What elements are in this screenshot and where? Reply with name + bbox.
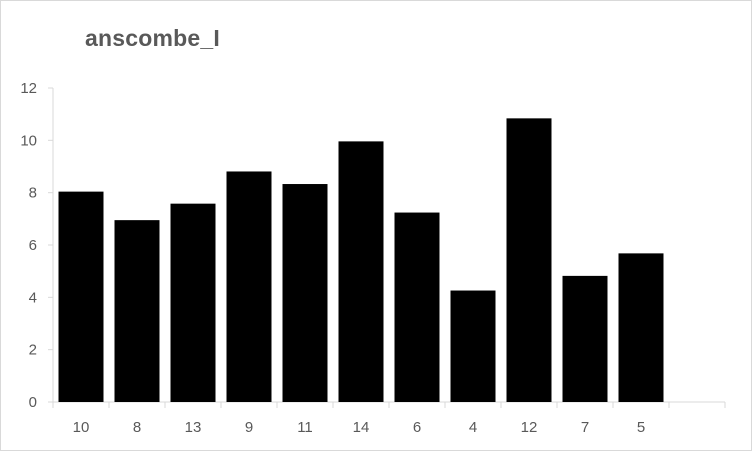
x-tick-label: 14 [353,419,370,436]
y-tick-label: 8 [29,185,37,202]
y-tick-label: 12 [20,80,37,97]
chart-title: anscombe_I [85,25,220,51]
bar-12 [506,118,552,402]
bar-13 [170,203,216,402]
y-axis: 0 2 4 6 8 10 12 [20,80,54,411]
bar-9 [226,171,272,402]
x-tick-label: 9 [245,419,253,436]
x-tick-label: 10 [73,419,90,436]
bars [58,118,664,402]
y-tick-label: 2 [29,342,37,359]
bar-11 [282,184,328,402]
x-tick-label: 5 [637,419,645,436]
y-tick-label: 10 [20,132,37,149]
bar-14 [338,141,384,402]
y-tick-label: 4 [29,289,37,306]
x-tick-label: 6 [413,419,421,436]
x-tick-label: 8 [133,419,141,436]
x-tick-label: 4 [469,419,477,436]
x-tick-label: 11 [297,419,313,436]
x-tick-label: 13 [185,419,202,436]
bar-5 [618,253,664,402]
bar-7 [562,275,608,402]
x-tick-label: 12 [521,419,538,436]
y-tick-label: 0 [29,394,37,411]
bar-4 [450,290,496,402]
bar-6 [394,212,440,402]
x-axis: 10 8 13 9 11 14 6 4 12 7 5 [52,401,726,436]
x-tick-label: 7 [581,419,589,436]
y-tick-label: 6 [29,237,37,254]
bar-8 [114,220,160,402]
bar-10 [58,191,104,402]
